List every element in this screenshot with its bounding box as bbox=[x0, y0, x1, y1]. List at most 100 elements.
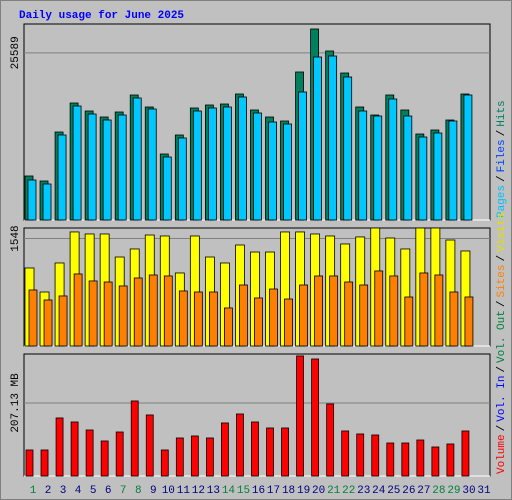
bar bbox=[281, 427, 289, 477]
x-tick-label: 28 bbox=[432, 485, 445, 497]
bar bbox=[313, 56, 323, 221]
bar bbox=[358, 110, 368, 221]
bar bbox=[266, 427, 274, 477]
x-tick-label: 25 bbox=[387, 485, 400, 497]
x-tick-label: 20 bbox=[312, 485, 325, 497]
x-tick-label: 3 bbox=[60, 485, 67, 497]
x-tick-label: 2 bbox=[45, 485, 52, 497]
bar bbox=[27, 179, 37, 221]
bar bbox=[115, 431, 124, 477]
bar bbox=[449, 291, 459, 347]
legend-entry: Pages bbox=[496, 185, 508, 218]
legend-separator: / bbox=[496, 130, 508, 137]
bar bbox=[58, 295, 68, 347]
bar bbox=[388, 98, 398, 221]
x-tick-label: 21 bbox=[327, 485, 341, 497]
bar bbox=[374, 270, 384, 347]
bar bbox=[207, 107, 217, 221]
legend-entry: Files bbox=[496, 139, 508, 172]
bar bbox=[87, 113, 97, 221]
bar bbox=[389, 275, 399, 347]
bar bbox=[208, 291, 218, 347]
bar bbox=[343, 76, 353, 221]
bar bbox=[431, 446, 440, 477]
bar bbox=[416, 439, 425, 477]
bar bbox=[160, 449, 169, 477]
legend-entry: Vol. Out bbox=[496, 310, 508, 363]
bar bbox=[28, 289, 38, 347]
x-tick-label: 7 bbox=[120, 485, 127, 497]
x-tick-label: 27 bbox=[417, 485, 430, 497]
bar bbox=[177, 137, 187, 221]
bar bbox=[132, 97, 142, 221]
legend: Volume / Vol. In / Vol. Out / Sites / Visits bbox=[496, 212, 508, 474]
bar bbox=[373, 115, 383, 221]
bar bbox=[100, 440, 109, 477]
bar bbox=[284, 298, 293, 347]
bar bbox=[328, 55, 338, 221]
bar bbox=[102, 119, 112, 221]
x-tick-label: 15 bbox=[237, 485, 250, 497]
bar bbox=[296, 355, 304, 477]
bar bbox=[70, 421, 79, 477]
x-tick-label: 13 bbox=[207, 485, 220, 497]
x-tick-label: 4 bbox=[75, 485, 82, 497]
bar bbox=[268, 121, 277, 221]
bar bbox=[311, 358, 320, 477]
bar bbox=[359, 284, 369, 347]
x-tick-label: 6 bbox=[105, 485, 112, 497]
x-tick-label: 11 bbox=[177, 485, 191, 497]
bar bbox=[299, 284, 308, 347]
bar bbox=[223, 106, 232, 221]
bar bbox=[133, 277, 143, 347]
bar bbox=[117, 114, 127, 221]
bar bbox=[371, 434, 380, 477]
bar bbox=[283, 123, 292, 221]
bar bbox=[43, 299, 53, 347]
x-tick-label: 12 bbox=[192, 485, 205, 497]
bar bbox=[88, 280, 98, 347]
legend-entry: Visits bbox=[496, 212, 508, 252]
x-tick-label: 23 bbox=[357, 485, 370, 497]
bar bbox=[162, 156, 172, 221]
bar bbox=[72, 105, 82, 221]
bar bbox=[175, 437, 184, 477]
bar bbox=[254, 297, 263, 347]
x-tick-label: 19 bbox=[297, 485, 310, 497]
bar bbox=[448, 120, 458, 221]
bar bbox=[464, 296, 474, 347]
bar bbox=[85, 429, 94, 477]
chart-title: Daily usage for June 2025 bbox=[19, 10, 184, 22]
x-tick-label: 30 bbox=[462, 485, 475, 497]
legend-entry: Volume bbox=[496, 434, 508, 474]
x-tick-label: 14 bbox=[222, 485, 236, 497]
x-tick-label: 29 bbox=[447, 485, 460, 497]
bar bbox=[190, 435, 199, 477]
x-tick-label: 17 bbox=[267, 485, 280, 497]
bar bbox=[344, 281, 354, 347]
bar bbox=[326, 403, 335, 477]
bar bbox=[269, 288, 278, 347]
bar bbox=[434, 274, 444, 347]
bar bbox=[224, 307, 233, 347]
x-tick-label: 24 bbox=[372, 485, 386, 497]
y-tick-label: 207.13 MB bbox=[10, 373, 22, 433]
x-tick-label: 5 bbox=[90, 485, 97, 497]
bar bbox=[192, 110, 202, 221]
bar bbox=[145, 414, 154, 477]
legend-separator: / bbox=[496, 255, 508, 262]
legend-entry: Hits bbox=[496, 100, 508, 126]
bar bbox=[118, 285, 128, 347]
legend-separator: / bbox=[496, 425, 508, 432]
bar bbox=[236, 413, 244, 477]
bar bbox=[73, 273, 83, 347]
bar bbox=[193, 291, 203, 347]
bar bbox=[25, 449, 34, 477]
x-tick-label: 18 bbox=[282, 485, 295, 497]
bar bbox=[403, 115, 413, 221]
bar bbox=[40, 449, 49, 477]
y-tick-label: 25589 bbox=[10, 36, 22, 69]
y-tick-label: 1548 bbox=[10, 225, 22, 251]
bar bbox=[341, 430, 350, 477]
